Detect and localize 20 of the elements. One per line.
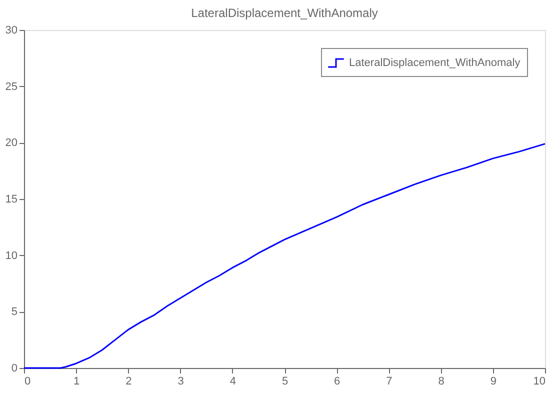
- x-tick-label: 5: [282, 376, 288, 388]
- x-tick-label: 4: [230, 376, 236, 388]
- x-tick-label: 10: [533, 376, 546, 388]
- y-tick-label: 0: [11, 362, 18, 374]
- x-tick-label: 6: [334, 376, 340, 388]
- y-tick-label: 10: [5, 250, 18, 262]
- x-tick-label: 3: [178, 376, 184, 388]
- y-tick-label: 25: [5, 80, 18, 93]
- y-tick-label: 30: [5, 24, 18, 36]
- x-tick-label: 0: [24, 376, 31, 388]
- y-tick-label: 20: [5, 137, 18, 150]
- x-tick-label: 1: [74, 376, 80, 388]
- chart-title: LateralDisplacement_WithAnomaly: [191, 6, 378, 20]
- y-tick-label: 5: [11, 306, 18, 318]
- y-tick-label: 15: [5, 194, 18, 206]
- x-tick-label: 2: [126, 376, 132, 388]
- x-tick-label: 8: [438, 376, 444, 388]
- x-tick-label: 7: [386, 376, 392, 388]
- legend-label: LateralDisplacement_WithAnomaly: [349, 57, 521, 69]
- x-tick-label: 9: [490, 376, 496, 388]
